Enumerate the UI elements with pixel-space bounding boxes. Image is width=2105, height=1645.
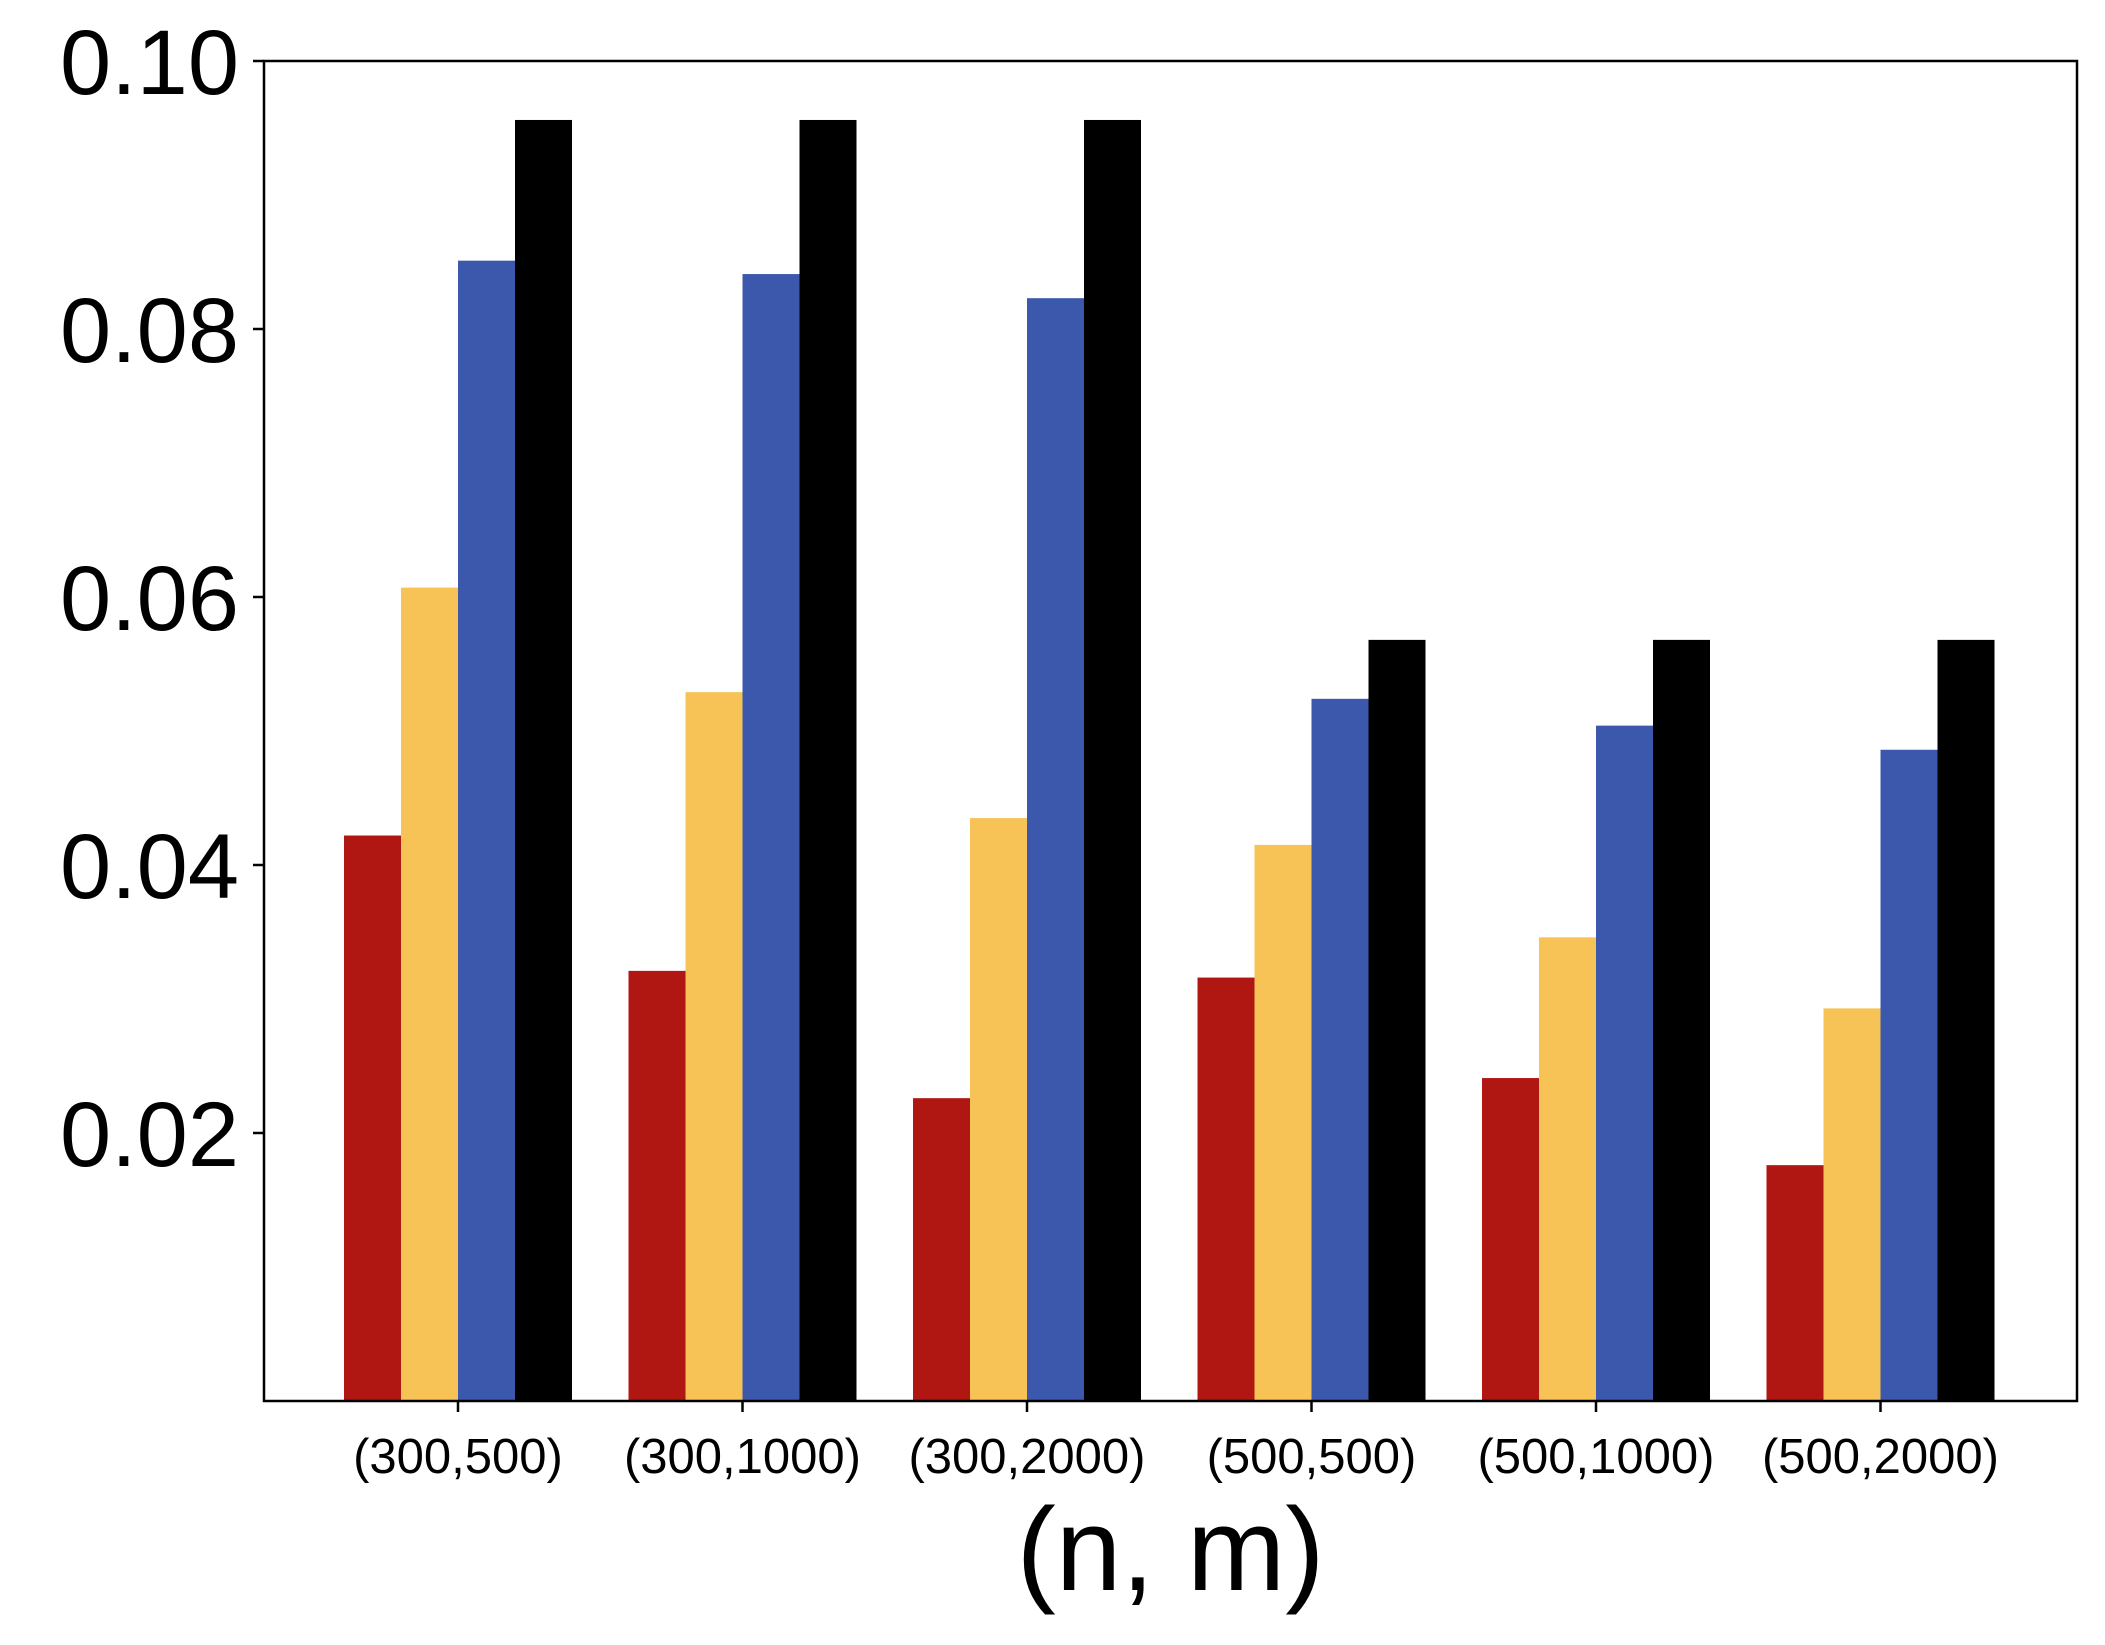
bar-series-1-6	[1766, 1165, 1824, 1401]
y-tick-label: 0.04	[60, 816, 239, 918]
bar-series-3-6	[1880, 749, 1938, 1401]
bar-series-3-1	[458, 260, 515, 1401]
plot-frame	[262, 59, 2079, 1403]
bar-series-3-4	[1311, 698, 1369, 1401]
bar-series-4-3	[1084, 119, 1141, 1402]
bar-series-2-4	[1254, 844, 1312, 1401]
bar-series-3-2	[742, 274, 800, 1401]
bar-series-2-5	[1539, 937, 1596, 1401]
y-tick-label: 0.06	[60, 548, 239, 650]
bar-series-2-1	[401, 587, 458, 1401]
y-tick-label: 0.10	[60, 12, 239, 114]
x-tick-label: (300,500)	[353, 1430, 563, 1484]
bar-series-1-5	[1482, 1078, 1539, 1401]
bar-series-3-3	[1027, 298, 1084, 1402]
bar-series-4-1	[515, 119, 572, 1402]
bar-series-1-4	[1197, 977, 1255, 1401]
bars-group	[344, 119, 1995, 1402]
bar-series-3-5	[1596, 725, 1653, 1401]
y-tick-label: 0.02	[60, 1084, 239, 1186]
x-axis-ticks: (300,500) (300,1000) (300,2000) (500,500) (5…	[353, 1401, 1999, 1484]
bar-series-4-6	[1937, 639, 1995, 1401]
bar-series-4-5	[1653, 639, 1710, 1401]
x-tick-label: (500,1000)	[1477, 1430, 1714, 1484]
x-tick-label: (500,500)	[1207, 1430, 1417, 1484]
bar-series-2-2	[685, 692, 743, 1401]
bar-series-1-3	[913, 1098, 970, 1401]
y-axis-ticks: 0.02 0.04 0.06 0.08 0.10	[60, 12, 264, 1186]
x-axis-label: (n, m)	[1016, 1484, 1324, 1616]
bar-series-2-6	[1823, 1008, 1881, 1401]
x-tick-label: (300,2000)	[908, 1430, 1145, 1484]
bar-series-1-1	[344, 835, 401, 1401]
bar-series-4-2	[799, 119, 857, 1402]
x-tick-label: (500,2000)	[1762, 1430, 1999, 1484]
bar-series-1-2	[628, 970, 686, 1401]
y-tick-label: 0.08	[60, 280, 239, 382]
bar-series-2-3	[970, 818, 1027, 1401]
x-tick-label: (300,1000)	[624, 1430, 861, 1484]
bar-series-4-4	[1368, 639, 1426, 1401]
